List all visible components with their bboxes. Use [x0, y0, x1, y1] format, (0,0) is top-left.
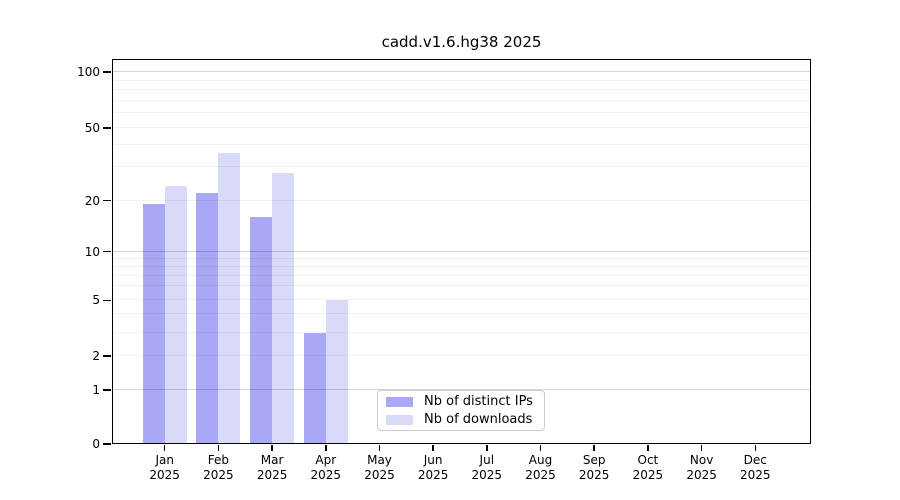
y-tick-mark-100	[103, 71, 111, 73]
y-tick-mark-10	[103, 250, 111, 253]
gridline-minor-80	[112, 89, 811, 90]
gridline-minor-3	[112, 332, 811, 334]
x-tick-mark-apr	[325, 445, 327, 451]
gridline-minor-90	[112, 79, 811, 81]
y-tick-label-5: 5	[92, 293, 100, 308]
x-tick-label-may: May 2025	[364, 453, 395, 482]
gridline-minor-40	[112, 144, 811, 146]
x-tick-label-mar: Mar 2025	[256, 453, 288, 482]
gridline-minor-70	[112, 99, 811, 101]
bar-nb-of-downloads-apr	[325, 300, 348, 444]
y-tick-mark-5	[103, 299, 111, 302]
gridline-10	[112, 250, 811, 252]
x-tick-mark-feb	[217, 445, 220, 451]
x-tick-label-sep: Sep 2025	[578, 453, 610, 482]
gridline-minor-9	[112, 257, 811, 259]
x-tick-mark-mar	[271, 445, 273, 451]
x-tick-label-oct: Oct 2025	[632, 453, 664, 482]
x-tick-mark-may	[378, 445, 381, 451]
x-tick-mark-dec	[754, 445, 757, 451]
gridline-2	[112, 355, 811, 357]
y-tick-mark-50	[103, 127, 111, 129]
y-tick-label-50: 50	[84, 120, 100, 135]
x-tick-mark-aug	[539, 445, 542, 451]
y-tick-mark-1	[103, 389, 111, 391]
gridline-20	[112, 199, 811, 201]
gridline-minor-7	[112, 274, 811, 276]
y-tick-label-0: 0	[92, 437, 100, 451]
legend-item-distinct-ips: Nb of distinct IPs	[386, 394, 536, 409]
x-tick-mark-jan	[163, 445, 166, 451]
x-tick-label-aug: Aug 2025	[525, 453, 556, 482]
y-tick-mark-20	[103, 199, 111, 202]
gridline-50	[112, 126, 811, 128]
gridline-minor-30	[112, 166, 811, 168]
legend: Nb of distinct IPs Nb of downloads	[377, 390, 545, 431]
legend-label-distinct-ips: Nb of distinct IPs	[424, 394, 533, 409]
x-tick-mark-jun	[432, 445, 434, 451]
legend-item-downloads: Nb of downloads	[386, 412, 536, 427]
bar-nb-of-downloads-jan	[164, 185, 187, 444]
chart-title: cadd.v1.6.hg38 2025	[381, 33, 542, 51]
x-tick-mark-oct	[647, 445, 649, 451]
x-tick-label-apr: Apr 2025	[310, 453, 342, 482]
bar-nb-of-distinct-ips-mar	[250, 217, 273, 444]
gridline-100	[112, 71, 811, 72]
bar-nb-of-downloads-feb	[218, 153, 241, 444]
x-tick-label-dec: Dec 2025	[740, 453, 771, 482]
gridline-minor-6	[112, 285, 811, 287]
y-tick-label-1: 1	[92, 383, 100, 398]
x-tick-label-feb: Feb 2025	[203, 453, 234, 482]
x-tick-label-jun: Jun 2025	[417, 453, 449, 482]
x-tick-label-nov: Nov 2025	[686, 453, 717, 482]
bar-nb-of-downloads-mar	[272, 172, 295, 444]
legend-swatch-distinct-ips	[386, 396, 413, 407]
y-tick-label-100: 100	[77, 65, 100, 79]
x-tick-label-jan: Jan 2025	[149, 453, 180, 482]
x-tick-mark-nov	[700, 445, 703, 451]
gridline-1	[112, 389, 811, 391]
gridline-minor-60	[112, 112, 811, 114]
x-tick-mark-sep	[593, 445, 595, 451]
y-tick-label-10: 10	[84, 244, 100, 259]
gridline-minor-8	[112, 265, 811, 267]
y-tick-mark-2	[103, 355, 111, 357]
y-tick-label-20: 20	[84, 193, 100, 208]
bar-nb-of-distinct-ips-feb	[196, 192, 219, 444]
y-tick-label-2: 2	[92, 349, 100, 364]
gridline-5	[112, 299, 811, 301]
x-tick-label-jul: Jul 2025	[471, 453, 503, 482]
legend-label-downloads: Nb of downloads	[424, 412, 533, 427]
gridline-minor-4	[112, 313, 811, 315]
y-tick-mark-0	[103, 443, 111, 445]
plot-area: Nb of distinct IPs Nb of downloads 0 1 2 5 1…	[77, 59, 811, 482]
x-tick-mark-jul	[486, 445, 488, 451]
bar-nb-of-distinct-ips-jan	[142, 204, 165, 444]
legend-swatch-downloads	[386, 414, 413, 425]
bar-nb-of-distinct-ips-apr	[303, 333, 326, 444]
